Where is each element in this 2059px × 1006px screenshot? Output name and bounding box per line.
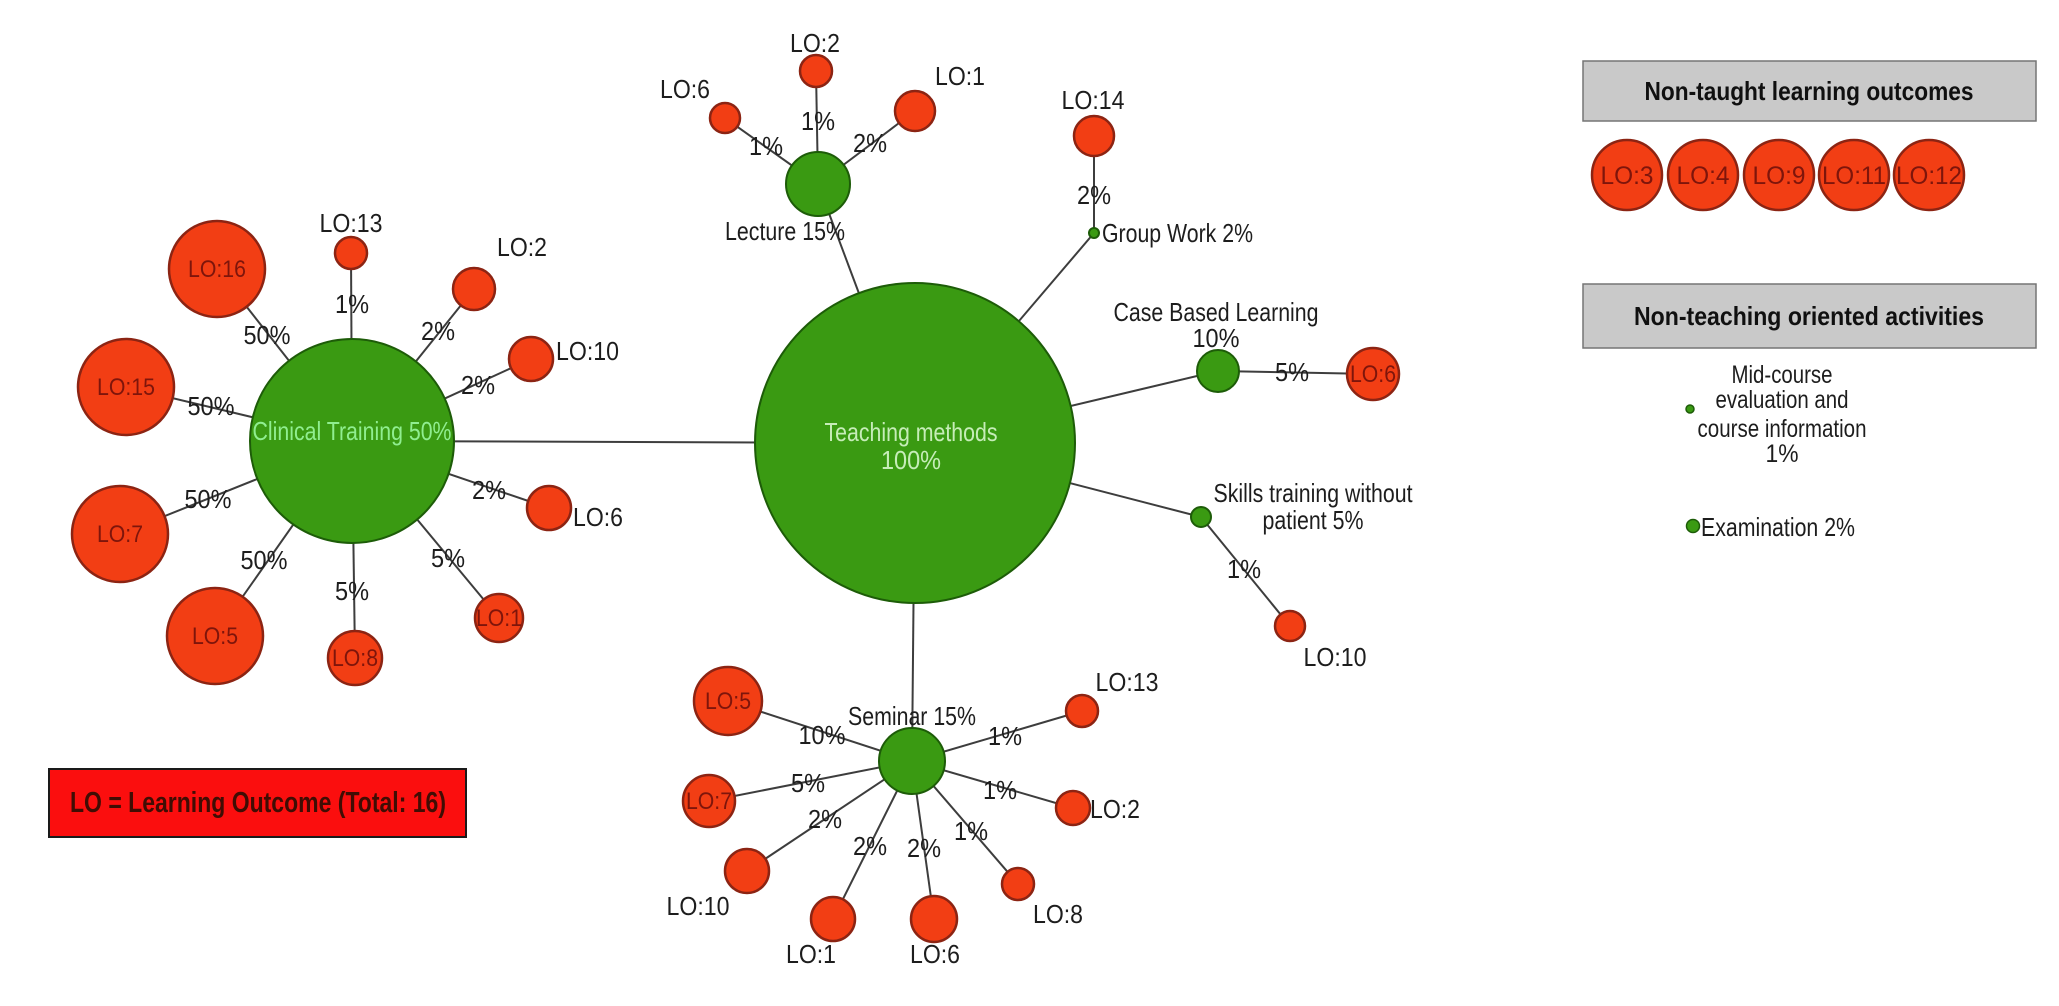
svg-text:1%: 1%	[335, 289, 369, 319]
svg-text:LO:5: LO:5	[705, 688, 751, 715]
svg-text:LO:4: LO:4	[1677, 162, 1730, 190]
svg-text:LO:2: LO:2	[497, 232, 547, 262]
svg-text:50%: 50%	[185, 484, 232, 514]
svg-text:LO:2: LO:2	[1090, 794, 1140, 824]
svg-text:LO:13: LO:13	[320, 208, 383, 238]
svg-text:100%: 100%	[881, 445, 941, 475]
svg-text:10%: 10%	[1193, 323, 1240, 353]
svg-text:LO:12: LO:12	[1896, 162, 1962, 190]
svg-text:2%: 2%	[461, 370, 495, 400]
svg-text:LO:8: LO:8	[332, 645, 378, 672]
svg-text:1%: 1%	[1766, 440, 1799, 468]
svg-text:course information: course information	[1698, 415, 1867, 443]
svg-text:Teaching methods: Teaching methods	[825, 417, 998, 447]
svg-text:1%: 1%	[801, 106, 835, 136]
svg-text:LO:7: LO:7	[97, 521, 143, 548]
svg-text:LO:1: LO:1	[935, 61, 985, 91]
svg-text:2%: 2%	[853, 831, 887, 861]
svg-text:1%: 1%	[954, 816, 988, 846]
svg-text:Non-teaching oriented activiti: Non-teaching oriented activities	[1634, 301, 1984, 331]
svg-text:Non-taught learning outcomes: Non-taught learning outcomes	[1645, 76, 1974, 106]
svg-text:1%: 1%	[988, 721, 1022, 751]
svg-text:Seminar 15%: Seminar 15%	[848, 701, 976, 731]
svg-text:LO:3: LO:3	[1601, 162, 1654, 190]
svg-text:5%: 5%	[791, 768, 825, 798]
svg-text:5%: 5%	[335, 576, 369, 606]
svg-text:5%: 5%	[431, 543, 465, 573]
svg-text:LO:10: LO:10	[556, 336, 619, 366]
svg-text:Skills training without: Skills training without	[1214, 478, 1414, 508]
svg-text:LO:11: LO:11	[1822, 162, 1886, 190]
svg-text:LO:16: LO:16	[188, 256, 246, 283]
svg-text:LO:2: LO:2	[790, 28, 840, 58]
svg-text:LO:13: LO:13	[1096, 667, 1159, 697]
svg-text:1%: 1%	[1227, 554, 1261, 584]
svg-text:Clinical Training 50%: Clinical Training 50%	[253, 416, 452, 446]
svg-text:50%: 50%	[241, 545, 288, 575]
svg-text:Case Based Learning: Case Based Learning	[1114, 297, 1319, 327]
svg-text:LO:14: LO:14	[1062, 85, 1125, 115]
svg-text:Mid-course: Mid-course	[1732, 361, 1833, 389]
svg-text:Examination 2%: Examination 2%	[1701, 512, 1855, 542]
svg-text:LO = Learning Outcome (Total:: LO = Learning Outcome (Total: 16)	[70, 787, 446, 819]
svg-text:5%: 5%	[1275, 357, 1309, 387]
svg-text:LO:6: LO:6	[573, 502, 623, 532]
svg-text:LO:6: LO:6	[660, 74, 710, 104]
svg-text:2%: 2%	[907, 833, 941, 863]
svg-text:2%: 2%	[1077, 180, 1111, 210]
svg-text:patient 5%: patient 5%	[1263, 505, 1364, 535]
svg-text:2%: 2%	[808, 804, 842, 834]
svg-text:LO:8: LO:8	[1033, 899, 1083, 929]
svg-text:2%: 2%	[853, 128, 887, 158]
svg-text:LO:6: LO:6	[910, 939, 960, 969]
svg-text:2%: 2%	[421, 316, 455, 346]
svg-text:LO:15: LO:15	[97, 374, 155, 401]
svg-text:LO:9: LO:9	[1753, 162, 1806, 190]
svg-text:LO:1: LO:1	[476, 605, 522, 632]
svg-text:LO:10: LO:10	[667, 891, 730, 921]
svg-text:1%: 1%	[983, 775, 1017, 805]
svg-text:1%: 1%	[749, 131, 783, 161]
svg-text:evaluation and: evaluation and	[1716, 386, 1849, 414]
svg-text:Group Work 2%: Group Work 2%	[1102, 218, 1253, 248]
svg-text:2%: 2%	[472, 475, 506, 505]
svg-text:50%: 50%	[188, 391, 235, 421]
svg-text:LO:5: LO:5	[192, 623, 238, 650]
svg-text:LO:1: LO:1	[786, 939, 836, 969]
svg-text:Lecture 15%: Lecture 15%	[725, 216, 845, 246]
svg-text:LO:7: LO:7	[686, 788, 732, 815]
svg-text:LO:6: LO:6	[1350, 361, 1396, 388]
svg-text:10%: 10%	[799, 720, 846, 750]
svg-text:50%: 50%	[244, 320, 291, 350]
svg-text:LO:10: LO:10	[1304, 642, 1367, 672]
